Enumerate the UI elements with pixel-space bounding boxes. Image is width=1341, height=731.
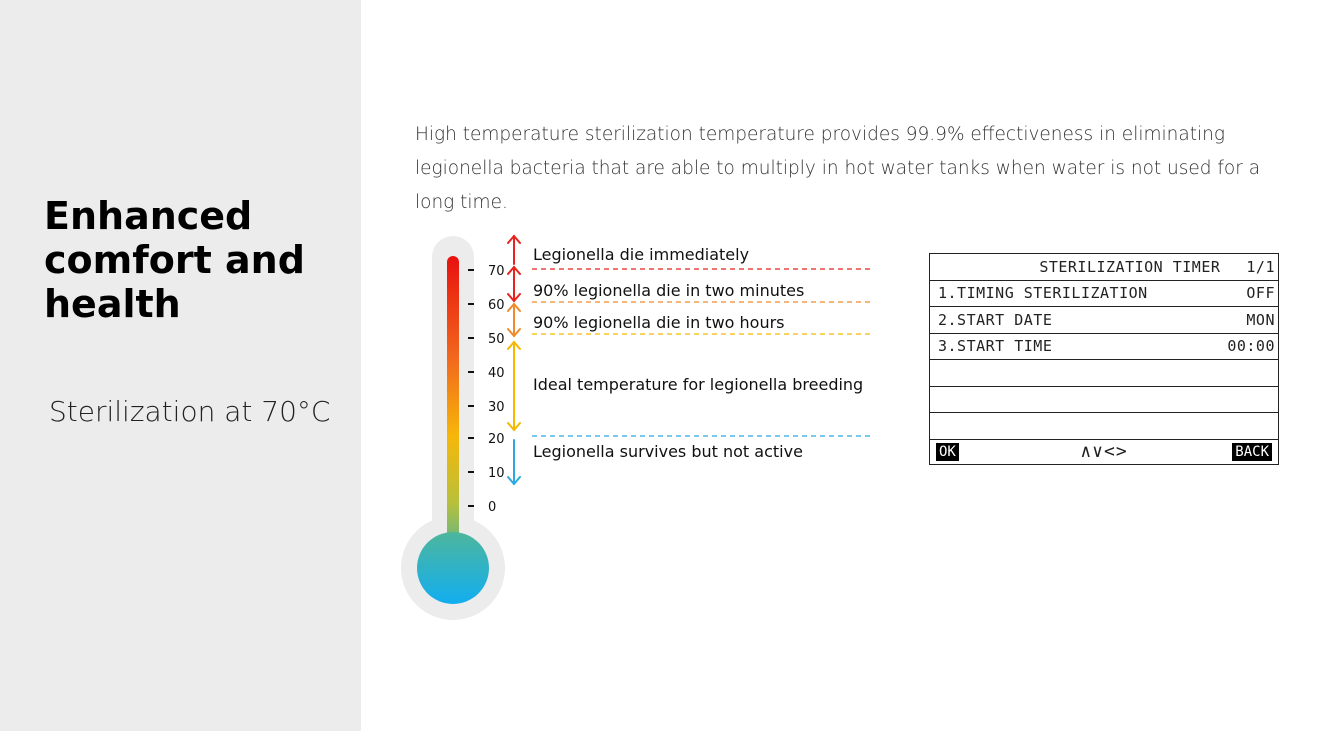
left-panel	[0, 0, 361, 731]
annotation-die-two-hours: 90% legionella die in two hours	[533, 313, 785, 332]
arrow-die-two-minutes	[507, 265, 521, 303]
annotation-die-two-minutes: 90% legionella die in two minutes	[533, 281, 805, 300]
annotation-survives-not-active: Legionella survives but not active	[533, 442, 803, 461]
navigation-arrows-icon[interactable]: ∧∨<>	[1080, 441, 1128, 462]
menu-row-empty	[930, 413, 1278, 440]
menu-row-start-time[interactable]: 3.START TIME 00:00	[930, 334, 1278, 360]
ok-button[interactable]: OK	[936, 442, 959, 461]
menu-row-timing[interactable]: 1.TIMING STERILIZATION OFF	[930, 281, 1278, 307]
range-dividers	[532, 268, 872, 437]
menu-row-value: MON	[1246, 310, 1275, 329]
arrow-die-immediately	[507, 234, 521, 265]
tick-label-10: 10	[488, 466, 505, 481]
screen-footer: OK ∧∨<> BACK	[930, 440, 1278, 464]
mercury-column	[447, 256, 459, 556]
screen-header: STERILIZATION TIMER 1/1	[930, 254, 1278, 281]
arrow-survives	[507, 439, 521, 486]
tick-label-40: 40	[488, 366, 505, 381]
menu-row-start-date[interactable]: 2.START DATE MON	[930, 307, 1278, 334]
tick-label-20: 20	[488, 432, 505, 447]
page-indicator: 1/1	[1246, 257, 1275, 276]
tick-label-50: 50	[488, 332, 505, 347]
menu-row-label: 3.START TIME	[938, 337, 1053, 356]
tick-label-70: 70	[488, 264, 505, 279]
menu-row-empty	[930, 360, 1278, 387]
back-button[interactable]: BACK	[1232, 442, 1272, 461]
sterilization-timer-screen: STERILIZATION TIMER 1/1 1.TIMING STERILI…	[929, 253, 1279, 465]
tick-label-60: 60	[488, 298, 505, 313]
menu-row-label: 2.START DATE	[938, 310, 1053, 329]
range-arrows	[507, 234, 521, 486]
tick-label-0: 0	[488, 500, 497, 515]
subtitle: Sterilization at 70°C	[49, 395, 331, 428]
tick-marks	[468, 269, 474, 507]
screen-title: STERILIZATION TIMER	[1039, 257, 1221, 276]
thermometer-graphic	[401, 234, 872, 620]
page-title: Enhanced comfort and health	[44, 194, 305, 326]
menu-row-value: 00:00	[1227, 337, 1275, 356]
menu-row-empty	[930, 387, 1278, 413]
mercury-bulb	[417, 532, 489, 604]
annotation-die-immediately: Legionella die immediately	[533, 245, 750, 264]
arrow-ideal-breeding	[507, 340, 521, 432]
intro-paragraph: High temperature sterilization temperatu…	[415, 124, 1261, 213]
arrow-die-two-hours	[507, 302, 521, 338]
annotation-ideal-breeding: Ideal temperature for legionella breedin…	[533, 375, 864, 394]
menu-row-value: OFF	[1246, 284, 1275, 303]
menu-row-label: 1.TIMING STERILIZATION	[938, 284, 1148, 303]
thermometer-diagram: 70 60 50 40 30 20 10 0 Legionella die im…	[395, 230, 885, 630]
tick-label-30: 30	[488, 400, 505, 415]
